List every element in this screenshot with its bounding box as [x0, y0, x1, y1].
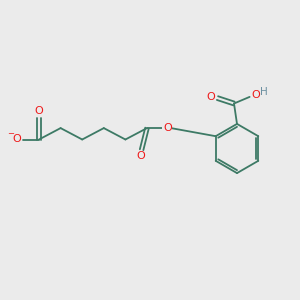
- Text: O: O: [206, 92, 215, 102]
- Text: O: O: [136, 151, 146, 161]
- Text: O: O: [34, 106, 43, 116]
- Text: −: −: [8, 130, 15, 139]
- Text: O: O: [163, 123, 172, 133]
- Text: H: H: [260, 87, 268, 98]
- Text: O: O: [12, 134, 21, 145]
- Text: O: O: [251, 90, 260, 100]
